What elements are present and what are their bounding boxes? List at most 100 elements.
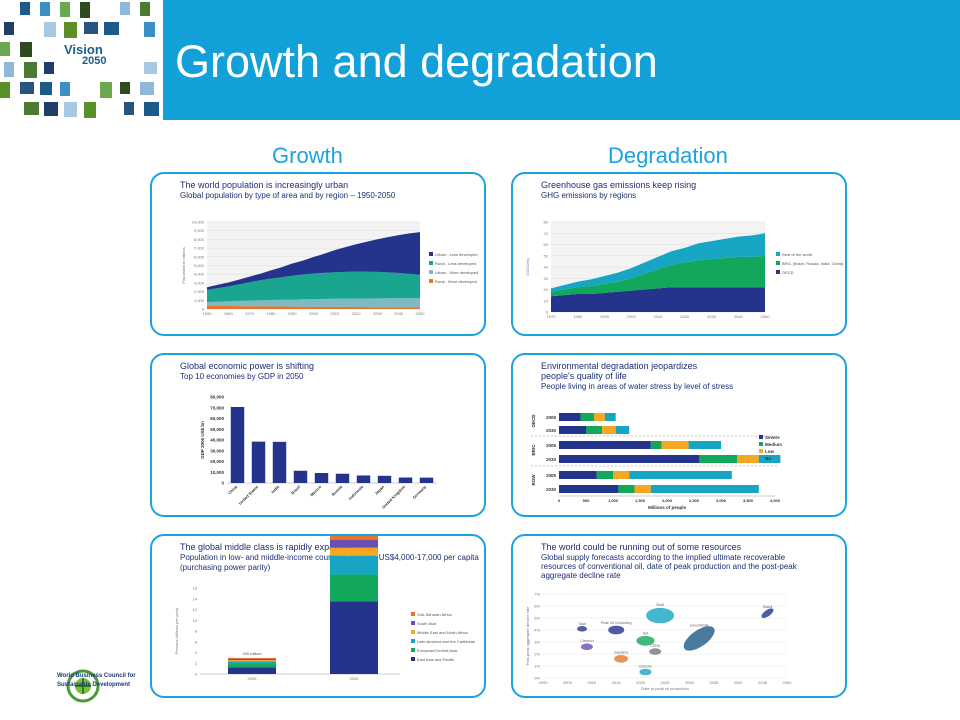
y-tick-label: 4% xyxy=(534,628,540,633)
y-axis-label: GDP 2006 US$ bn xyxy=(200,421,205,459)
x-tick-label: 2040 xyxy=(734,314,744,319)
y-tick-label: 0 xyxy=(546,310,549,315)
ghg-panel: Greenhouse gas emissions keep rising GHG… xyxy=(511,172,847,336)
middle-class-bar-segment xyxy=(228,667,276,674)
middle-class-subtitle: Population in low- and middle-income cou… xyxy=(180,553,479,562)
mosaic-tile xyxy=(84,102,96,118)
gdp-bar xyxy=(419,477,434,483)
water-bar-segment xyxy=(559,485,619,493)
ghg-subtitle: GHG emissions by regions xyxy=(541,191,637,200)
y-tick-label: 10,000 xyxy=(192,220,205,225)
x-tick-label: 3,500 xyxy=(743,498,754,503)
x-tick-label: 2030 xyxy=(707,314,717,319)
mosaic-tile xyxy=(4,62,14,77)
area-series xyxy=(207,298,420,308)
wbcsd-name-line1: World Business Council for xyxy=(57,673,136,679)
y-tick-label: 2% xyxy=(534,652,540,657)
x-tick-label: 2010 xyxy=(587,680,597,685)
group-label: BRIC xyxy=(531,444,536,456)
gdp-bar xyxy=(398,477,413,483)
area-series xyxy=(551,233,765,292)
mosaic-tile xyxy=(0,82,10,98)
legend-swatch xyxy=(759,456,763,460)
bubble-label: IEA xyxy=(643,631,649,635)
mosaic-tile xyxy=(144,22,155,37)
water-bar-segment xyxy=(699,455,738,463)
vision-logo-line1: Vision xyxy=(64,42,103,57)
water-bar-segment xyxy=(559,455,700,463)
oil-title: The world could be running out of some r… xyxy=(541,542,742,552)
y-tick-label: 7,000 xyxy=(194,246,205,251)
bubble-label: Total xyxy=(578,622,586,626)
y-tick-label: 60,000 xyxy=(210,416,224,421)
x-tick-label: 2035 xyxy=(709,680,719,685)
x-category-label: Germany xyxy=(411,484,427,500)
middle-class-bar-segment xyxy=(228,661,276,665)
legend-label: Low xyxy=(765,449,774,454)
bubble-label: Chevron xyxy=(580,639,593,643)
legend-label: Medium xyxy=(765,442,782,447)
y-tick-label: 9,000 xyxy=(194,228,205,233)
legend-label: East Asia and Pacific xyxy=(417,657,454,662)
mosaic-tile xyxy=(24,102,39,115)
oil-forecast-bubble xyxy=(577,626,588,632)
legend-label: Severe xyxy=(765,435,780,440)
y-tick-label: 80 xyxy=(544,220,549,225)
y-tick-label: 2 xyxy=(195,661,198,666)
bubble-label: Industry xyxy=(639,664,652,668)
y-tick-label: 4,000 xyxy=(194,272,205,277)
gdp-bar xyxy=(272,441,287,483)
mosaic-tile xyxy=(144,62,157,74)
y-tick-label: 5,000 xyxy=(194,263,205,268)
y-tick-label: 12 xyxy=(193,607,198,612)
bar-total-label: 430 million xyxy=(242,651,261,656)
legend-swatch xyxy=(411,630,415,634)
title-band xyxy=(163,0,960,120)
mosaic-tile xyxy=(60,82,70,96)
x-tick-label: 4,000 xyxy=(770,498,781,503)
y-tick-label: 20 xyxy=(544,287,549,292)
x-tick-label: 2005 xyxy=(563,680,573,685)
legend-label: Urban - Less developed xyxy=(435,252,477,257)
x-tick-label: 2000 xyxy=(539,680,549,685)
y-tick-label: 3,000 xyxy=(194,280,205,285)
x-category-label: Brazil xyxy=(290,484,301,495)
legend-swatch xyxy=(411,657,415,661)
y-tick-label: 70 xyxy=(544,231,549,236)
water-title-line2: people's quality of life xyxy=(541,371,627,381)
x-axis-label: Millions of people xyxy=(648,505,686,510)
x-tick-label: 2015 xyxy=(612,680,622,685)
oil-subtitle-3: aggregate decline rate xyxy=(541,571,621,580)
water-bar-segment xyxy=(594,413,605,421)
water-bar-segment xyxy=(737,455,759,463)
y-tick-label: 30,000 xyxy=(210,448,224,453)
y-tick-label: 0 xyxy=(221,481,224,486)
area-series xyxy=(551,287,765,312)
y-tick-label: 0 xyxy=(195,672,198,677)
area-series xyxy=(207,232,420,290)
oil-forecast-bubble xyxy=(580,643,593,651)
legend-label: Middle East and North Africa xyxy=(417,630,468,635)
wbcsd-name-line2: Sustainable Development xyxy=(57,682,131,688)
vision-logo-line2: 2050 xyxy=(82,55,107,67)
population-panel: The world population is increasingly urb… xyxy=(150,172,486,336)
y-tick-label: 30 xyxy=(544,276,549,281)
oil-forecast-bubble xyxy=(614,654,629,663)
bubble-label: Statoil xyxy=(763,605,773,609)
water-bar-segment xyxy=(559,413,581,421)
middle-class-bar-segment xyxy=(228,657,276,659)
header-bar: Vision 2050 Growth and degradation xyxy=(0,0,960,120)
y-tick-label: 16 xyxy=(193,586,198,591)
water-bar-segment xyxy=(559,471,597,479)
x-tick-label: 1980 xyxy=(573,314,583,319)
area-series xyxy=(551,255,765,297)
y-tick-label: 10 xyxy=(544,298,549,303)
y-tick-label: 6% xyxy=(534,604,540,609)
oil-scatter-chart: 0% 1% 2% 3% 4% 5% 6% 7% 2000 2005 2010 2015 2020 2025… xyxy=(525,592,792,692)
y-tick-label: 40 xyxy=(544,265,549,270)
legend-swatch xyxy=(776,270,780,274)
oil-forecast-bubble xyxy=(683,626,715,651)
degradation-column-title: Degradation xyxy=(608,143,728,168)
x-tick-label: 1,000 xyxy=(608,498,619,503)
